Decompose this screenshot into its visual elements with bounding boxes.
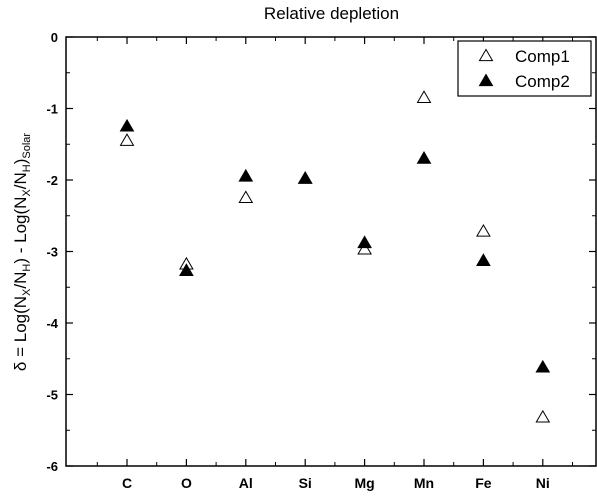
x-tick-label: O xyxy=(181,475,192,491)
chart-title: Relative depletion xyxy=(263,4,400,23)
x-tick-label: Mg xyxy=(354,475,374,491)
legend-marker-2 xyxy=(478,73,494,87)
comp1-point-c xyxy=(119,133,135,146)
x-tick-label: Al xyxy=(239,475,253,491)
plot-frame xyxy=(65,36,597,467)
comp1-point-mn xyxy=(416,90,432,103)
legend-box xyxy=(457,40,592,97)
x-tick-label: Mn xyxy=(414,475,434,491)
x-tick-label: C xyxy=(122,475,132,491)
y-tick-label: -6 xyxy=(46,459,58,474)
comp2-point-mg xyxy=(357,235,372,249)
comp2-point-si xyxy=(297,171,313,184)
x-tick-label: Ni xyxy=(536,475,550,491)
y-tick-label: -2 xyxy=(46,173,58,188)
x-tick-label: Fe xyxy=(475,475,492,491)
comp1-point-mg xyxy=(357,241,372,255)
comp1-point-fe xyxy=(476,223,491,237)
comp1-point-ni xyxy=(535,409,551,423)
comp2-point-al xyxy=(238,168,254,182)
y-tick-label: -3 xyxy=(46,245,58,260)
legend-label-2: Comp2 xyxy=(515,72,570,91)
legend-marker-1 xyxy=(478,48,494,62)
legend-label-1: Comp1 xyxy=(515,47,570,66)
y-tick-label: -5 xyxy=(46,388,58,403)
comp2-point-mn xyxy=(416,151,432,164)
y-tick-label: -1 xyxy=(46,102,58,117)
comp2-point-c xyxy=(119,118,135,132)
comp1-point-al xyxy=(238,190,254,204)
y-tick-label: 0 xyxy=(51,30,58,45)
comp2-point-ni xyxy=(535,359,551,373)
comp2-point-o xyxy=(179,263,194,276)
x-tick-label: Si xyxy=(299,475,312,491)
comp2-point-fe xyxy=(476,253,491,266)
y-tick-label: -4 xyxy=(46,316,58,331)
